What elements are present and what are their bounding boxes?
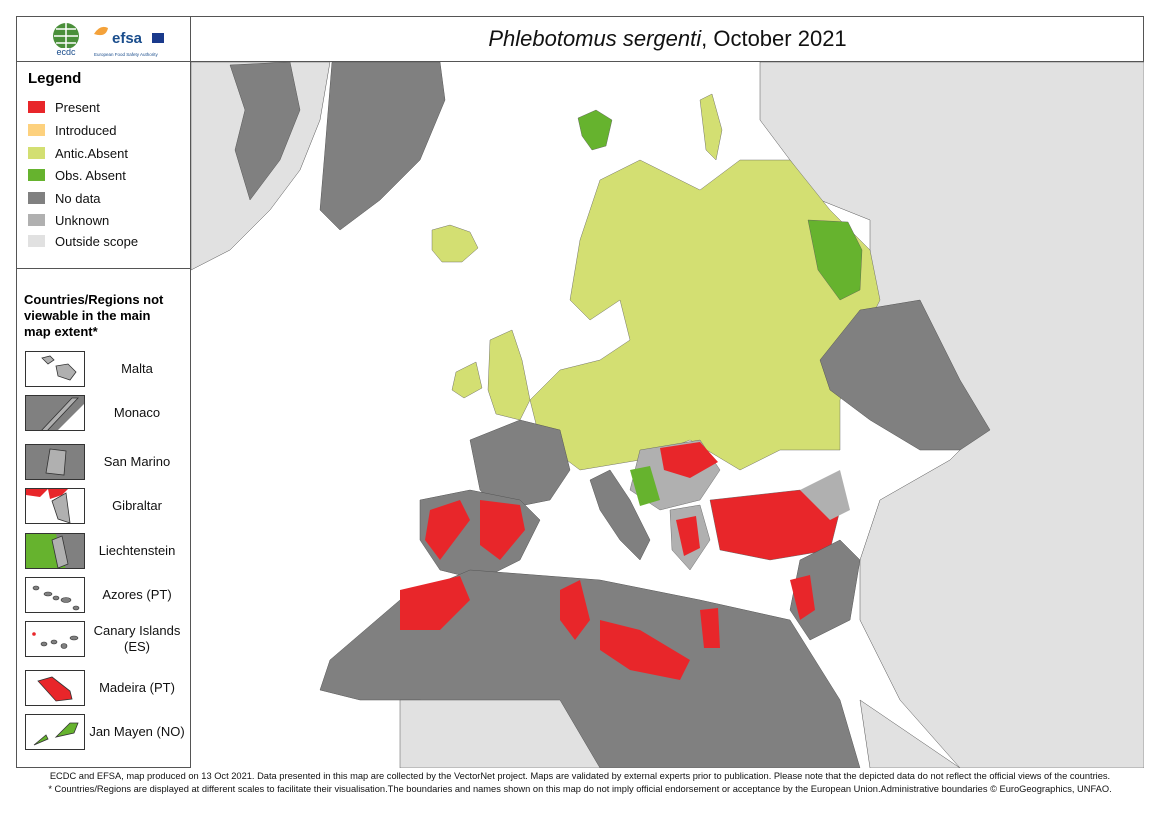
legend-swatch bbox=[28, 124, 45, 136]
inset-malta: Malta bbox=[25, 351, 186, 387]
legend-item-antic-absent: Antic.Absent bbox=[28, 145, 128, 161]
inset-jan-mayen: Jan Mayen (NO) bbox=[25, 714, 186, 750]
legend: Legend Present Introduced Antic.Absent O… bbox=[16, 62, 191, 269]
inset-madeira: Madeira (PT) bbox=[25, 670, 186, 706]
ecdc-logo-text: ecdc bbox=[56, 47, 76, 57]
inset-label: Madeira (PT) bbox=[99, 680, 175, 695]
inset-san-marino: San Marino bbox=[25, 444, 186, 480]
legend-item-obs-absent: Obs. Absent bbox=[28, 167, 126, 183]
inset-map-gibraltar bbox=[25, 488, 85, 524]
main-map[interactable] bbox=[191, 62, 1144, 768]
inset-monaco: Monaco bbox=[25, 395, 186, 431]
inset-label: Liechtenstein bbox=[98, 543, 176, 558]
footer-line-1: ECDC and EFSA, map produced on 13 Oct 20… bbox=[49, 771, 1111, 781]
logo-area: ecdc efsa European Food Safety Authority bbox=[16, 16, 191, 62]
insets-title: Countries/Regions not viewable in the ma… bbox=[24, 292, 164, 339]
efsa-logo-mark bbox=[94, 26, 108, 36]
inset-map-san-marino bbox=[25, 444, 85, 480]
legend-label: Antic.Absent bbox=[55, 145, 128, 161]
inset-map-malta bbox=[25, 351, 85, 387]
legend-item-present: Present bbox=[28, 99, 100, 115]
inset-liechtenstein: Liechtenstein bbox=[25, 533, 186, 569]
left-panel bbox=[16, 16, 191, 768]
inset-label: Malta bbox=[121, 361, 153, 376]
title-date: , October 2021 bbox=[701, 25, 847, 51]
efsa-logo-subtitle: European Food Safety Authority bbox=[94, 52, 159, 57]
legend-swatch bbox=[28, 101, 45, 113]
legend-label: No data bbox=[55, 190, 101, 206]
map-footer: ECDC and EFSA, map produced on 13 Oct 20… bbox=[16, 770, 1144, 804]
legend-swatch bbox=[28, 192, 45, 204]
inset-label: San Marino bbox=[103, 454, 171, 469]
legend-swatch bbox=[28, 147, 45, 159]
inset-canary-islands: Canary Islands (ES) bbox=[25, 621, 186, 657]
inset-label: Canary Islands (ES) bbox=[93, 623, 181, 654]
legend-label: Obs. Absent bbox=[55, 167, 126, 183]
ecdc-logo: ecdc efsa European Food Safety Authority bbox=[50, 23, 164, 57]
legend-label: Present bbox=[55, 99, 100, 115]
inset-gibraltar: Gibraltar bbox=[25, 488, 186, 524]
legend-item-outside-scope: Outside scope bbox=[28, 233, 139, 249]
legend-swatch bbox=[28, 214, 45, 226]
inset-azores: Azores (PT) bbox=[25, 577, 186, 613]
inset-label: Gibraltar bbox=[112, 498, 162, 513]
inset-map-azores bbox=[25, 577, 85, 613]
inset-map-liechtenstein bbox=[25, 533, 85, 569]
legend-item-unknown: Unknown bbox=[28, 212, 110, 228]
inset-map-madeira bbox=[25, 670, 85, 706]
inset-label: Jan Mayen (NO) bbox=[89, 724, 185, 739]
legend-item-no-data: No data bbox=[28, 190, 101, 206]
legend-label: Outside scope bbox=[55, 233, 139, 249]
efsa-logo-text: efsa bbox=[112, 30, 143, 47]
legend-swatch bbox=[28, 169, 45, 181]
legend-label: Introduced bbox=[55, 122, 117, 138]
inset-label: Azores (PT) bbox=[102, 587, 172, 602]
inset-label: Monaco bbox=[113, 405, 161, 420]
legend-label: Unknown bbox=[55, 212, 110, 228]
inset-map-monaco bbox=[25, 395, 85, 431]
map-svg bbox=[191, 62, 1144, 768]
legend-item-introduced: Introduced bbox=[28, 122, 117, 138]
legend-swatch bbox=[28, 235, 45, 247]
map-title: Phlebotomus sergenti, October 2021 bbox=[191, 16, 1144, 62]
inset-map-canary bbox=[25, 621, 85, 657]
title-species: Phlebotomus sergenti bbox=[488, 25, 702, 51]
legend-title: Legend bbox=[28, 70, 82, 87]
inset-map-jan-mayen bbox=[25, 714, 85, 750]
footer-line-2: * Countries/Regions are displayed at dif… bbox=[48, 784, 1112, 794]
